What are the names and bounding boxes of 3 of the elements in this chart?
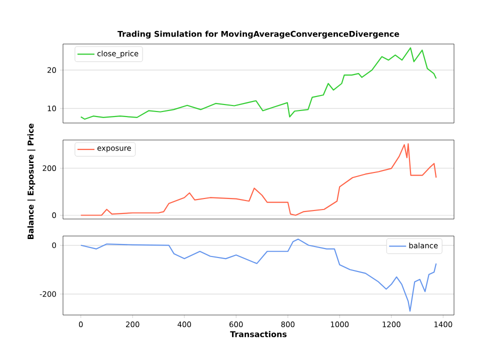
line-series bbox=[80, 143, 437, 216]
line-series bbox=[80, 238, 437, 312]
line-series bbox=[80, 47, 437, 120]
